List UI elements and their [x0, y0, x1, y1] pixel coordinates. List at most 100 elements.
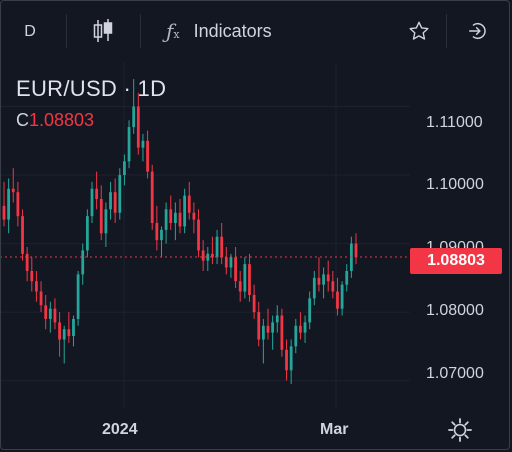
candle	[11, 168, 15, 203]
candle	[169, 195, 173, 230]
candle	[252, 284, 256, 319]
candle	[48, 301, 52, 333]
chart-type-button[interactable]	[86, 14, 120, 48]
favorite-button[interactable]	[402, 14, 436, 48]
candle	[248, 253, 251, 302]
chart-settings-button[interactable]	[446, 416, 474, 444]
candle	[132, 79, 136, 134]
candle	[35, 270, 38, 302]
candle	[178, 199, 182, 234]
candle	[104, 202, 108, 247]
candle	[261, 318, 265, 364]
candle	[322, 267, 325, 299]
candle	[192, 202, 196, 234]
candle	[215, 229, 219, 265]
candle	[67, 312, 71, 343]
candle	[160, 226, 163, 258]
price-tick-label: 1.11000	[426, 114, 483, 131]
candle	[317, 257, 321, 292]
interval-label: D	[24, 23, 36, 40]
candle	[234, 246, 237, 289]
candle	[81, 243, 85, 285]
candle	[118, 168, 122, 220]
candle	[354, 233, 358, 265]
time-scale[interactable]	[0, 408, 410, 452]
gear-icon	[448, 418, 472, 442]
candle	[280, 308, 284, 357]
candle	[201, 240, 205, 271]
candle	[303, 315, 307, 343]
candle	[62, 325, 66, 364]
fx-icon: ƒx	[166, 19, 180, 43]
candle	[243, 257, 247, 299]
candle	[257, 301, 261, 347]
price-tick-label: 1.10000	[426, 176, 484, 193]
ohlc-legend: C1.08803	[16, 110, 94, 131]
candle	[331, 270, 335, 299]
candle	[345, 264, 349, 292]
candle	[39, 281, 43, 313]
toolbar-separator	[66, 14, 67, 48]
candle	[44, 294, 48, 330]
login-button[interactable]	[460, 14, 496, 48]
candle	[25, 246, 29, 282]
candle	[220, 223, 224, 265]
time-tick-label: Mar	[320, 421, 349, 438]
candle	[2, 181, 6, 227]
candles-icon	[93, 19, 113, 42]
interval-button[interactable]: D	[14, 18, 46, 46]
candle	[85, 209, 89, 258]
candle	[76, 270, 80, 326]
candle	[211, 236, 214, 265]
candle	[7, 178, 11, 234]
candle	[312, 270, 316, 306]
candle	[266, 308, 270, 340]
toolbar-separator	[140, 14, 141, 48]
symbol-legend[interactable]: EUR/USD · 1D	[16, 76, 167, 101]
candle	[285, 339, 288, 381]
candle	[197, 209, 200, 258]
candle	[271, 315, 275, 350]
candlestick-chart[interactable]	[0, 62, 410, 408]
candle	[141, 133, 145, 162]
candle	[155, 205, 159, 251]
candle	[72, 315, 75, 347]
candle	[53, 298, 57, 330]
star-icon	[409, 21, 429, 40]
candle	[95, 171, 99, 210]
candle	[127, 120, 131, 169]
candle	[109, 181, 112, 220]
candle	[340, 281, 344, 316]
candle	[294, 318, 298, 354]
last-price-badge: 1.08803	[410, 248, 502, 274]
candle	[173, 202, 177, 241]
candle	[90, 181, 94, 224]
top-toolbar: D ƒx Indicators	[0, 0, 512, 62]
candle	[150, 164, 154, 230]
candle	[229, 253, 233, 278]
chart-pane[interactable]	[0, 62, 410, 408]
candle	[183, 188, 187, 234]
candle	[326, 260, 330, 292]
candle	[58, 312, 61, 357]
price-tick-label: 1.07000	[426, 365, 484, 382]
close-value: 1.08803	[29, 110, 95, 130]
candle	[21, 209, 24, 261]
login-icon	[469, 22, 486, 40]
candle	[123, 154, 126, 186]
candle	[113, 178, 117, 224]
price-tick-label: 1.08000	[426, 302, 484, 319]
candle	[187, 181, 191, 220]
candle	[275, 305, 279, 333]
indicators-label: Indicators	[193, 20, 272, 41]
candle	[16, 181, 20, 227]
candle	[289, 339, 293, 385]
candle	[308, 291, 312, 330]
indicators-button[interactable]: ƒx Indicators	[160, 14, 278, 48]
candle	[336, 277, 339, 316]
close-label: C	[16, 110, 29, 130]
candle	[238, 270, 242, 302]
candle	[146, 130, 149, 179]
price-scale[interactable]: 1.11000 1.10000 1.09000 1.08000 1.07000	[410, 62, 512, 408]
toolbar-separator	[446, 14, 447, 48]
